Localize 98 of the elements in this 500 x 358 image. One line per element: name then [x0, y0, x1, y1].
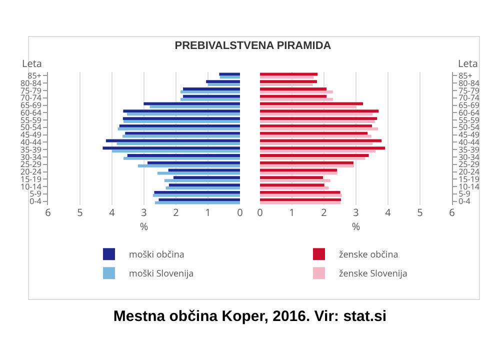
bar — [260, 168, 338, 172]
y-tick-label: 0-4 — [458, 196, 471, 208]
bar — [127, 154, 240, 157]
legend-label: moški občina — [129, 248, 184, 261]
bar — [260, 156, 366, 160]
legend-label: ženske občina — [339, 248, 398, 261]
x-tick-label: 4 — [109, 205, 116, 219]
bar — [122, 117, 240, 120]
bar — [158, 198, 240, 202]
bar — [124, 156, 240, 160]
legend-label: moški Slovenija — [129, 266, 194, 280]
bar — [260, 186, 329, 190]
x-tick-label: 2 — [321, 205, 328, 219]
bar — [260, 194, 342, 197]
bar — [260, 72, 318, 76]
bar — [206, 80, 240, 84]
bar — [260, 117, 378, 120]
bar — [260, 134, 372, 138]
bar — [168, 184, 240, 187]
bar — [260, 142, 373, 146]
bar — [260, 124, 372, 128]
bar — [183, 88, 240, 90]
bar — [180, 90, 240, 94]
bar — [260, 161, 354, 164]
bar — [180, 98, 240, 101]
bar — [260, 179, 330, 182]
bar — [260, 94, 327, 98]
bar — [183, 94, 240, 98]
bar — [123, 110, 240, 113]
bar — [260, 164, 354, 168]
x-axis-title: % — [352, 219, 360, 233]
x-tick-label: 3 — [353, 205, 360, 219]
bar — [119, 124, 240, 128]
x-tick-label: 5 — [417, 205, 424, 219]
x-axis-title: % — [140, 219, 148, 233]
x-tick-label: 0 — [257, 205, 264, 219]
bar — [106, 139, 240, 142]
x-tick-label: 5 — [77, 205, 84, 219]
bar — [173, 176, 240, 180]
x-tick-label: 4 — [385, 205, 392, 219]
bar — [164, 179, 240, 182]
x-tick-label: 6 — [45, 205, 52, 219]
bar — [168, 168, 240, 172]
bar — [144, 102, 240, 106]
bar — [260, 201, 341, 204]
bar — [260, 90, 333, 94]
x-tick-label: 6 — [449, 205, 456, 219]
x-tick-label: 0 — [237, 205, 244, 219]
bar — [260, 190, 340, 194]
bar — [154, 190, 240, 194]
bar — [260, 83, 313, 86]
bar — [260, 127, 378, 130]
chart-title: PREBIVALSTVENA PIRAMIDA — [174, 40, 332, 52]
bar — [208, 83, 240, 86]
legend-label: ženske Slovenija — [339, 266, 408, 280]
bar — [260, 154, 369, 157]
bar — [260, 184, 324, 187]
bar — [116, 142, 240, 146]
bar — [112, 150, 240, 153]
bar — [260, 198, 341, 202]
bar — [122, 134, 240, 138]
bar — [102, 146, 240, 150]
bar — [166, 186, 240, 190]
text: Mestna občina Koper, 2016. Vir: stat.si — [112, 308, 388, 325]
y-axis-title: Leta — [458, 56, 478, 70]
bar — [148, 161, 240, 164]
bar — [260, 98, 333, 101]
bar — [125, 132, 240, 135]
bar — [260, 146, 386, 150]
y-tick-label: 15-19 — [20, 174, 42, 185]
bar — [219, 72, 240, 76]
bar — [260, 139, 382, 142]
bar — [260, 150, 376, 153]
y-tick-label: 15-19 — [458, 174, 480, 185]
y-tick-label: 60-64 — [20, 107, 42, 118]
bar — [260, 112, 373, 116]
bar — [152, 194, 240, 197]
bar — [260, 76, 314, 79]
x-tick-label: 1 — [289, 205, 295, 219]
bar — [127, 112, 240, 116]
x-tick-label: 2 — [173, 205, 180, 219]
bar — [138, 164, 240, 168]
y-axis-title: Leta — [22, 56, 42, 70]
bar — [220, 76, 240, 79]
bar — [118, 127, 240, 130]
bar — [154, 201, 240, 204]
bar — [260, 88, 327, 90]
bar — [260, 110, 379, 113]
bar — [260, 102, 364, 106]
bar — [260, 176, 324, 180]
x-tick-label: 1 — [205, 205, 211, 219]
bar — [124, 120, 240, 123]
bar — [260, 80, 317, 84]
y-tick-label: 60-64 — [458, 107, 480, 118]
bar — [260, 120, 375, 123]
bar — [260, 132, 368, 135]
x-tick-label: 3 — [141, 205, 148, 219]
y-tick-label: 0-4 — [30, 196, 42, 208]
